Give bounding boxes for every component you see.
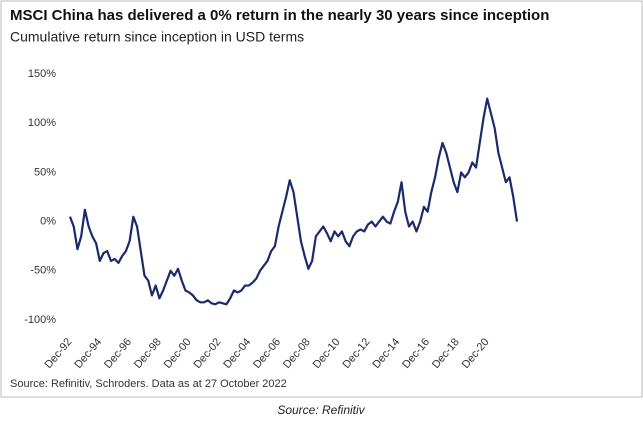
chart-subtitle: Cumulative return since inception in USD…	[10, 29, 304, 45]
frame	[0, 0, 643, 398]
y-tick-label: 50%	[34, 166, 56, 178]
y-tick-label: 100%	[28, 117, 56, 129]
caption: Source: Refinitiv	[277, 403, 365, 417]
line	[68, 97, 519, 306]
y-tick-label: 150%	[28, 68, 56, 80]
chart-title: MSCI China has delivered a 0% return in …	[10, 7, 549, 24]
source-note: Source: Refinitiv, Schroders. Data as at…	[10, 378, 287, 390]
y-tick-label: 0%	[40, 216, 56, 228]
y-tick-label: -100%	[24, 314, 56, 326]
y-tick-label: -50%	[30, 265, 56, 277]
